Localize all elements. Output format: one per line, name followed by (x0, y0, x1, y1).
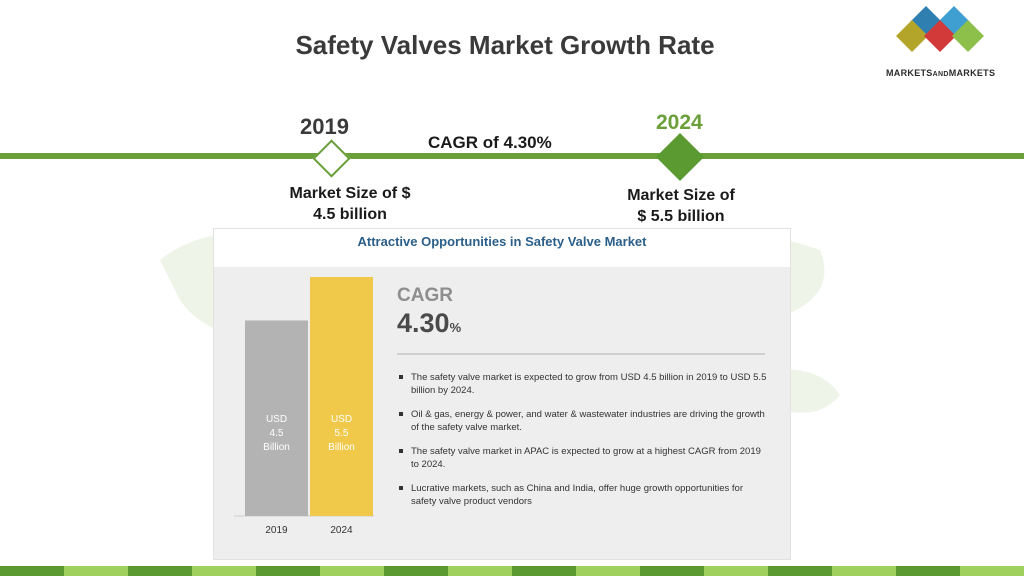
market-bar-chart: USD 4.5 Billion 2019 USD 5.5 Billion 2024 (234, 277, 374, 536)
cagr-divider (397, 353, 765, 355)
start-market-size-line2: 4.5 billion (313, 206, 387, 223)
start-market-size-line1: Market Size of $ (289, 185, 411, 202)
insight-item: The safety valve market is expected to g… (397, 371, 767, 397)
cagr-heading: CAGR (397, 285, 453, 306)
markets-and-markets-logo (896, 6, 984, 52)
end-year: 2024 (656, 111, 703, 134)
logo-wordmark: MARKETSANDMARKETS (886, 68, 996, 78)
end-market-size-line1: Market Size of (627, 187, 735, 204)
bar-2024 (310, 277, 373, 516)
bar-label-2019: Billion (263, 442, 290, 453)
footer-stripe (0, 566, 1024, 576)
start-market-size: Market Size of $ 4.5 billion (272, 183, 428, 225)
end-diamond-marker (655, 132, 705, 182)
insight-item: Lucrative markets, such as China and Ind… (397, 482, 767, 508)
panel-title: Attractive Opportunities in Safety Valve… (214, 229, 790, 267)
start-diamond-marker (312, 139, 351, 178)
bar-2019 (245, 320, 308, 516)
bar-label-2019: 4.5 (270, 428, 284, 439)
start-year: 2019 (300, 114, 349, 139)
bar-label-2024: 5.5 (335, 428, 349, 439)
cagr-label: CAGR of 4.30% (428, 133, 552, 152)
timeline-bar (0, 153, 1024, 159)
bar-label-2024: Billion (328, 442, 355, 453)
opportunities-panel: Attractive Opportunities in Safety Valve… (213, 228, 791, 560)
insight-list: The safety valve market is expected to g… (397, 371, 767, 519)
x-tick-label-2019: 2019 (265, 525, 288, 536)
bar-label-2019: USD (266, 414, 287, 425)
insight-item: Oil & gas, energy & power, and water & w… (397, 408, 767, 434)
cagr-value: 4.30% (397, 308, 462, 338)
insight-item: The safety valve market in APAC is expec… (397, 445, 767, 471)
bar-label-2024: USD (331, 414, 352, 425)
x-tick-label-2024: 2024 (330, 525, 353, 536)
end-market-size-line2: $ 5.5 billion (637, 208, 725, 225)
slide-title: Safety Valves Market Growth Rate (295, 30, 715, 60)
end-market-size: Market Size of $ 5.5 billion (606, 185, 756, 227)
